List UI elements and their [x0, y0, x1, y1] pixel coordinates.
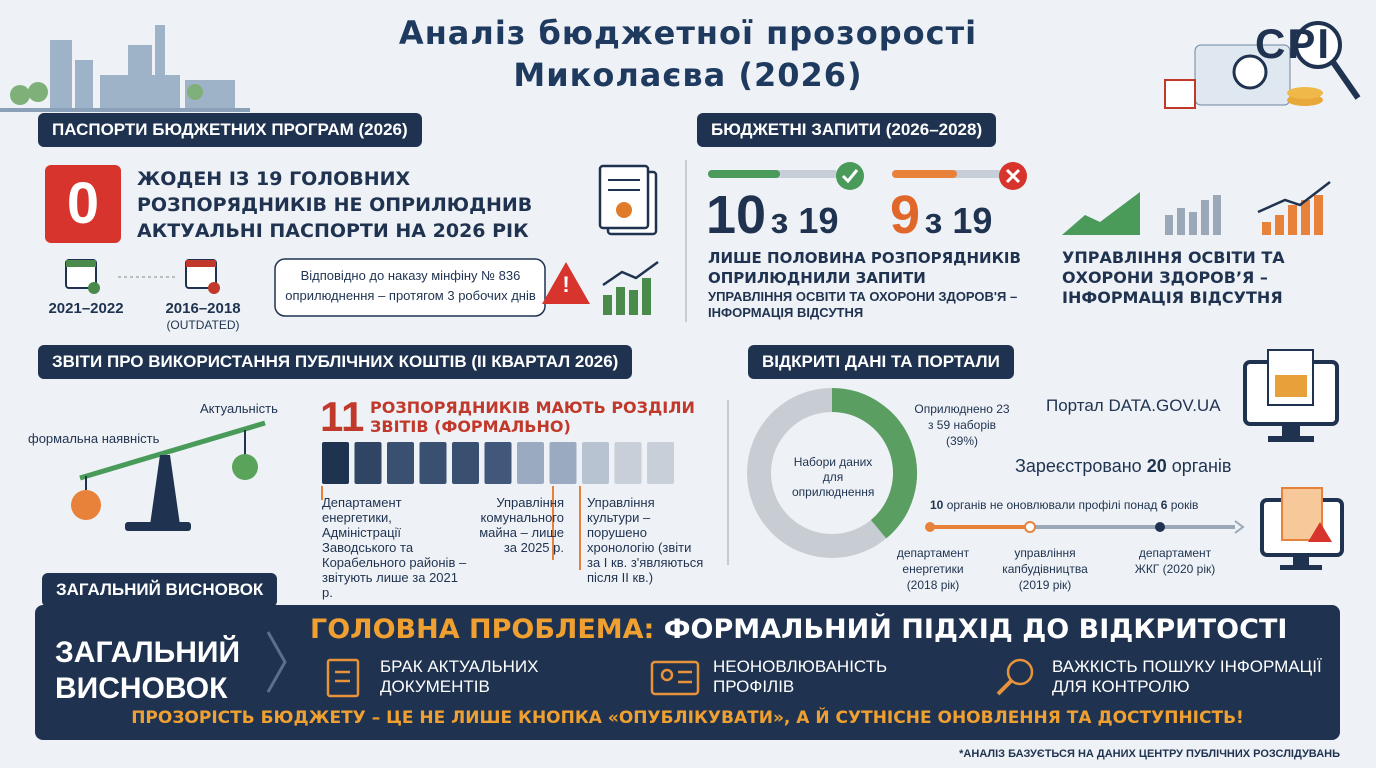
report-note: Управління культури – порушено хронологі…	[587, 495, 704, 585]
note: Відповідно до наказу мінфіну № 836 оприл…	[285, 268, 536, 303]
report-box	[484, 442, 512, 484]
monitor-icons	[1243, 349, 1344, 570]
skyline	[0, 25, 250, 112]
outdated: 10 органів не оновлювали профілі понад 6…	[930, 498, 1198, 512]
report-box	[549, 442, 577, 484]
warning-icon: !	[542, 262, 590, 304]
statement: ЖОДЕН ІЗ 19 ГОЛОВНИХ РОЗПОРЯДНИКІВ НЕ ОП…	[137, 168, 533, 242]
report-box	[387, 442, 414, 484]
stat: 10 з 19	[706, 184, 838, 246]
svg-text:!: !	[562, 272, 569, 297]
scale-label: Актуальність	[200, 401, 278, 416]
trend-icons	[1062, 181, 1331, 235]
stat-of: з 19	[770, 200, 839, 241]
seesaw	[71, 420, 266, 531]
section-heading: БЮДЖЕТНІ ЗАПИТИ (2026–2028)	[697, 113, 997, 147]
calendar-icons	[65, 259, 220, 294]
title-line: Миколаєва (2026)	[513, 56, 863, 94]
bottom-line: ПРОЗОРІСТЬ БЮДЖЕТУ – ЦЕ НЕ ЛИШЕ КНОПКА «…	[131, 708, 1244, 728]
section-heading: ЗВІТИ ПРО ВИКОРИСТАННЯ ПУБЛІЧНИХ КОШТІВ …	[38, 345, 633, 379]
problem-prefix: ГОЛОВНА ПРОБЛЕМА:	[310, 614, 655, 645]
conclusion-item: ВАЖКІСТЬ ПОШУКУ ІНФОРМАЦІЇ ДЛЯ КОНТРОЛЮ	[1052, 657, 1322, 696]
main-problem: ГОЛОВНА ПРОБЛЕМА: ФОРМАЛЬНИЙ ПІДХІД ДО В…	[310, 614, 1287, 645]
donut-published	[831, 388, 917, 539]
scale-label: формальна наявність	[28, 431, 160, 446]
period-label: 2021–2022	[48, 300, 124, 317]
detail: УПРАВЛІННЯ ОСВІТИ ТА ОХОРОНИ ЗДОРОВ'Я – …	[708, 289, 1018, 320]
chevron	[266, 631, 287, 693]
section-heading: ПАСПОРТИ БЮДЖЕТНИХ ПРОГРАМ (2026)	[38, 113, 422, 147]
document-icon	[598, 164, 658, 236]
note-bubble	[274, 258, 546, 317]
stat-of: з 19	[924, 200, 993, 241]
section-heading: ЗАГАЛЬНИЙ ВИСНОВОК	[42, 573, 278, 607]
footnote: *АНАЛІЗ БАЗУЄТЬСЯ НА ДАНИХ ЦЕНТРУ ПУБЛІЧ…	[959, 748, 1340, 760]
report-box	[322, 442, 349, 484]
conclusion-item: БРАК АКТУАЛЬНИХ ДОКУМЕНТІВ	[380, 657, 539, 696]
report-box	[419, 442, 447, 484]
progress-bars	[708, 162, 1027, 190]
finance-icons	[1164, 21, 1361, 109]
timeline-label: департамент ЖКГ (2020 рік)	[1134, 546, 1216, 576]
report-box	[647, 442, 674, 484]
published-label: Оприлюднено 23 з 59 наборів (39%)	[914, 402, 1010, 448]
report-note: Департамент енергетики, Адміністрації За…	[322, 495, 467, 600]
problem: ФОРМАЛЬНИЙ ПІДХІД ДО ВІДКРИТОСТІ	[663, 614, 1288, 645]
registered-text: Зареєстровано	[1015, 456, 1142, 476]
chart-icon	[602, 260, 659, 315]
registered-suffix: органів	[1171, 456, 1232, 476]
highlight: УПРАВЛІННЯ ОСВІТИ ТА ОХОРОНИ ЗДОРОВ’Я – …	[1062, 248, 1285, 307]
report-box	[582, 442, 609, 484]
big-number: 0	[66, 171, 100, 236]
donut-center: Набори даних для оприлюднення	[792, 455, 875, 499]
side-title: ЗАГАЛЬНИЙ ВИСНОВОК	[55, 636, 241, 705]
timeline	[925, 520, 1245, 534]
timeline-label: управління капбудівництва (2019 рік)	[1002, 546, 1088, 592]
stat-number: 9	[890, 185, 921, 245]
conclusion-item: НЕОНОВЛЮВАНІСТЬ ПРОФІЛІВ	[713, 657, 888, 696]
report-boxes	[322, 442, 674, 484]
count-text: РОЗПОРЯДНИКІВ МАЮТЬ РОЗДІЛИ ЗВІТІВ (ФОРМ…	[370, 398, 695, 436]
section-heading: ВІДКРИТІ ДАНІ ТА ПОРТАЛИ	[748, 345, 1014, 379]
outdated-text: органів не оновлювали профілі понад	[946, 498, 1158, 512]
summary: ЛИШЕ ПОЛОВИНА РОЗПОРЯДНИКІВ ОПРИЛЮДНИЛИ …	[708, 249, 1021, 287]
outdated-count: 10	[930, 498, 944, 512]
registered: Зареєстровано 20 органів	[1015, 456, 1231, 477]
stat: 9 з 19	[890, 184, 992, 246]
outdated-suffix: років	[1170, 498, 1199, 512]
stat-number: 10	[706, 185, 767, 245]
period-note: (OUTDATED)	[166, 318, 240, 332]
donut	[747, 388, 917, 558]
title-line: Аналіз бюджетної прозорості	[398, 14, 978, 52]
red-square	[45, 165, 121, 243]
registered-count: 20	[1146, 456, 1167, 476]
period-label: 2016–2018	[165, 300, 241, 317]
report-box	[517, 442, 544, 484]
outdated-years: 6	[1160, 498, 1168, 512]
timeline-label: департамент енергетики (2018 рік)	[896, 546, 970, 592]
note-connectors	[321, 486, 581, 570]
logo: CPI	[1255, 20, 1332, 67]
report-note: Управління комунального майна – лише за …	[479, 495, 564, 555]
report-box	[614, 442, 642, 484]
count: 11	[320, 393, 365, 440]
report-box	[452, 442, 479, 484]
report-box	[354, 442, 382, 484]
conclusion-icons	[326, 658, 1034, 698]
portal: Портал DATA.GOV.UA	[1046, 396, 1221, 415]
